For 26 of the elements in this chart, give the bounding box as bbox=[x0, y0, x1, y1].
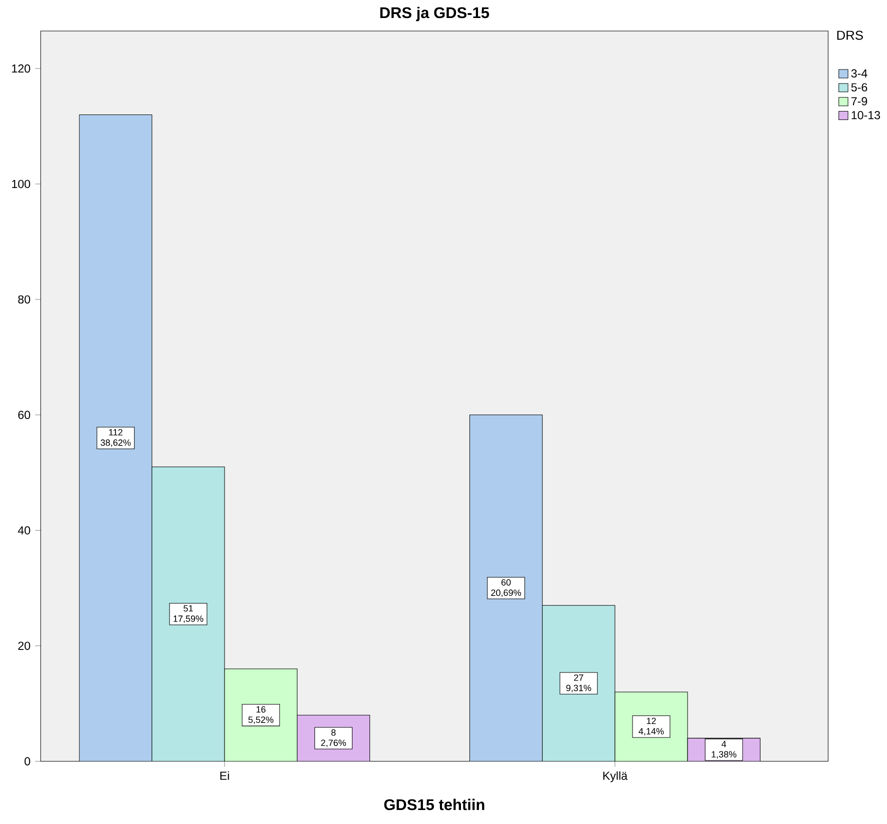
data-label: 27 9,31% bbox=[566, 674, 592, 692]
legend-title: DRS bbox=[837, 30, 863, 40]
x-axis-title: GDS15 tehtiin bbox=[384, 798, 484, 810]
legend-label: 10-13 bbox=[852, 110, 880, 120]
y-tick-label: 100 bbox=[12, 180, 30, 188]
data-label: 112 38,62% bbox=[100, 428, 131, 447]
x-tick-label: Ei bbox=[220, 771, 229, 780]
data-label: 12 4,14% bbox=[638, 718, 664, 736]
data-label: 60 20,69% bbox=[491, 579, 522, 597]
legend-label: 3-4 bbox=[851, 69, 868, 78]
bar bbox=[152, 466, 225, 762]
x-tick-label: Kyllä bbox=[603, 771, 628, 782]
y-tick-label: 120 bbox=[12, 64, 30, 73]
data-label: 16 5,52% bbox=[248, 706, 274, 724]
y-tick-label: 80 bbox=[18, 295, 30, 304]
y-tick-label: 40 bbox=[18, 526, 30, 534]
data-label: 51 17,59% bbox=[174, 605, 204, 623]
y-tick-label: 60 bbox=[18, 410, 30, 419]
legend-label: 5-6 bbox=[851, 83, 868, 92]
chart-title: DRS ja GDS-15 bbox=[380, 6, 490, 22]
legend-label: 7-9 bbox=[851, 97, 868, 106]
y-tick-label: 0 bbox=[24, 757, 30, 766]
data-label: 4 1,38% bbox=[712, 740, 736, 758]
bar bbox=[542, 605, 616, 762]
y-tick-label: 20 bbox=[18, 642, 30, 650]
data-label: 8 2,76% bbox=[321, 729, 346, 747]
